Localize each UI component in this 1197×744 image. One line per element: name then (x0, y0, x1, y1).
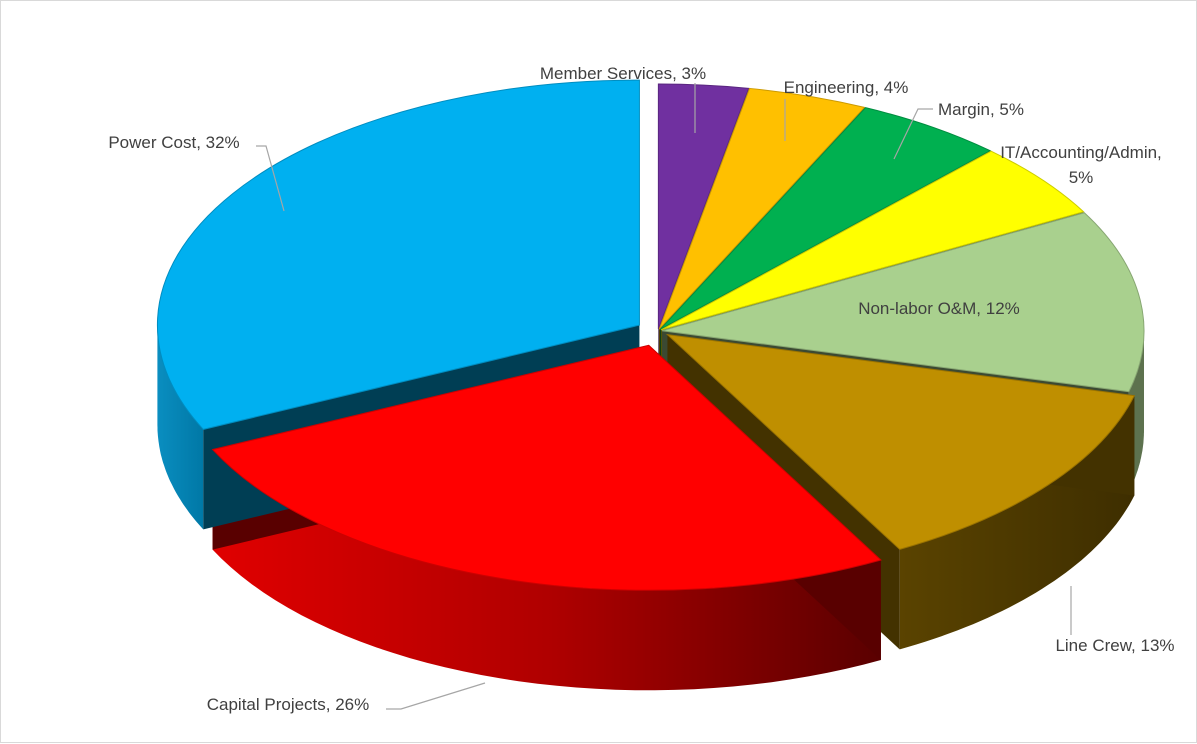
label-non-labor-om: Non-labor O&M, 12% (858, 299, 1020, 318)
label-engineering: Engineering, 4% (784, 78, 909, 97)
slice-side-power-cost (157, 325, 204, 530)
slice-line-crew[interactable] (665, 333, 1136, 550)
label-line-crew: Line Crew, 13% (1055, 636, 1174, 655)
label-capital-projects: Capital Projects, 26% (207, 695, 370, 714)
slice-member-services[interactable] (657, 83, 750, 330)
leader-margin (893, 108, 933, 160)
slice-it-accounting-admin[interactable] (660, 150, 1085, 331)
slice-margin[interactable] (659, 107, 992, 330)
slice-side-line-crew (899, 395, 1135, 650)
label-margin: Margin, 5% (938, 100, 1024, 119)
slice-engineering[interactable] (658, 87, 866, 330)
label-it-accounting-admin: IT/Accounting/Admin, (1000, 143, 1162, 162)
leader-capital-projects (386, 682, 486, 710)
slice-power-cost[interactable] (156, 79, 640, 430)
slice-non-labor-o-m[interactable] (661, 212, 1145, 393)
slice-capital-projects[interactable] (211, 344, 882, 591)
label-it-accounting-admin-pct: 5% (1069, 168, 1094, 187)
label-power-cost: Power Cost, 32% (108, 133, 239, 152)
leader-power-cost (256, 145, 285, 212)
slice-side-capital-projects (212, 449, 881, 691)
label-member-services: Member Services, 3% (540, 64, 706, 83)
